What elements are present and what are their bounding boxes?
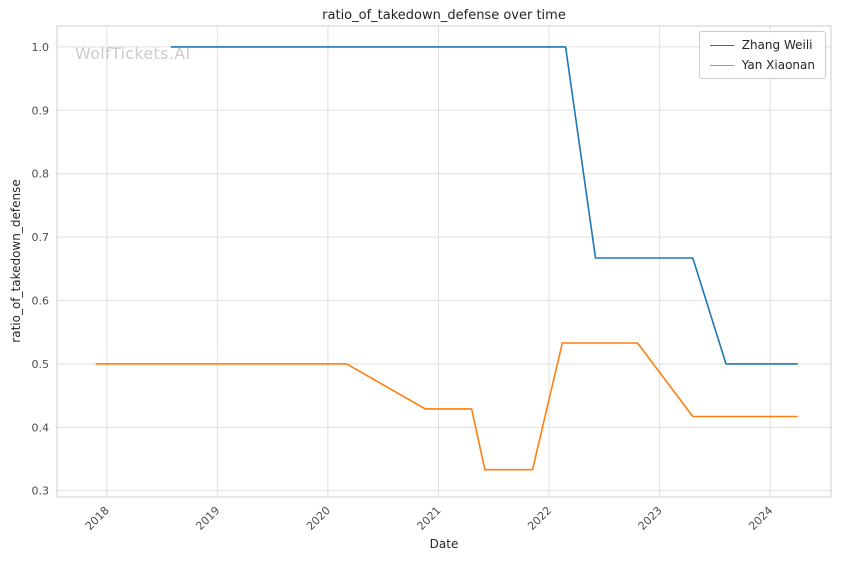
y-tick-label: 0.5 bbox=[32, 358, 50, 371]
y-tick-label: 0.3 bbox=[32, 485, 50, 498]
legend-label-yan-xiaonan: Yan Xiaonan bbox=[741, 58, 815, 72]
x-tick-label: 2018 bbox=[83, 504, 112, 533]
x-tick-label: 2023 bbox=[636, 504, 665, 533]
legend-item-zhang-weili: Zhang Weili bbox=[709, 38, 815, 52]
watermark: WolfTickets.AI bbox=[75, 44, 191, 63]
y-tick-label: 0.7 bbox=[32, 231, 50, 244]
y-tick-label: 1.0 bbox=[32, 41, 50, 54]
legend-label-zhang-weili: Zhang Weili bbox=[741, 38, 813, 52]
plot-border bbox=[56, 25, 832, 498]
y-tick-label: 0.6 bbox=[32, 294, 50, 307]
y-tick-label: 0.8 bbox=[32, 168, 50, 181]
x-tick-label: 2022 bbox=[525, 504, 554, 533]
x-tick-label: 2024 bbox=[746, 504, 775, 533]
legend-swatch-yan-xiaonan bbox=[709, 64, 734, 66]
x-axis-label: Date bbox=[429, 537, 459, 551]
legend: Zhang Weili Yan Xiaonan bbox=[698, 31, 826, 79]
x-tick-label: 2021 bbox=[415, 504, 444, 533]
y-tick-label: 0.9 bbox=[32, 104, 50, 117]
series-line-yan-xiaonan bbox=[95, 342, 798, 471]
legend-swatch-zhang-weili bbox=[709, 44, 734, 46]
y-axis-label: ratio_of_takedown_defense bbox=[9, 179, 23, 343]
chart-title: ratio_of_takedown_defense over time bbox=[322, 8, 566, 23]
legend-item-yan-xiaonan: Yan Xiaonan bbox=[709, 58, 815, 72]
x-tick-label: 2019 bbox=[193, 504, 222, 533]
series-line-zhang-weili bbox=[170, 46, 798, 365]
x-tick-label: 2020 bbox=[304, 504, 333, 533]
y-tick-label: 0.4 bbox=[32, 421, 50, 434]
